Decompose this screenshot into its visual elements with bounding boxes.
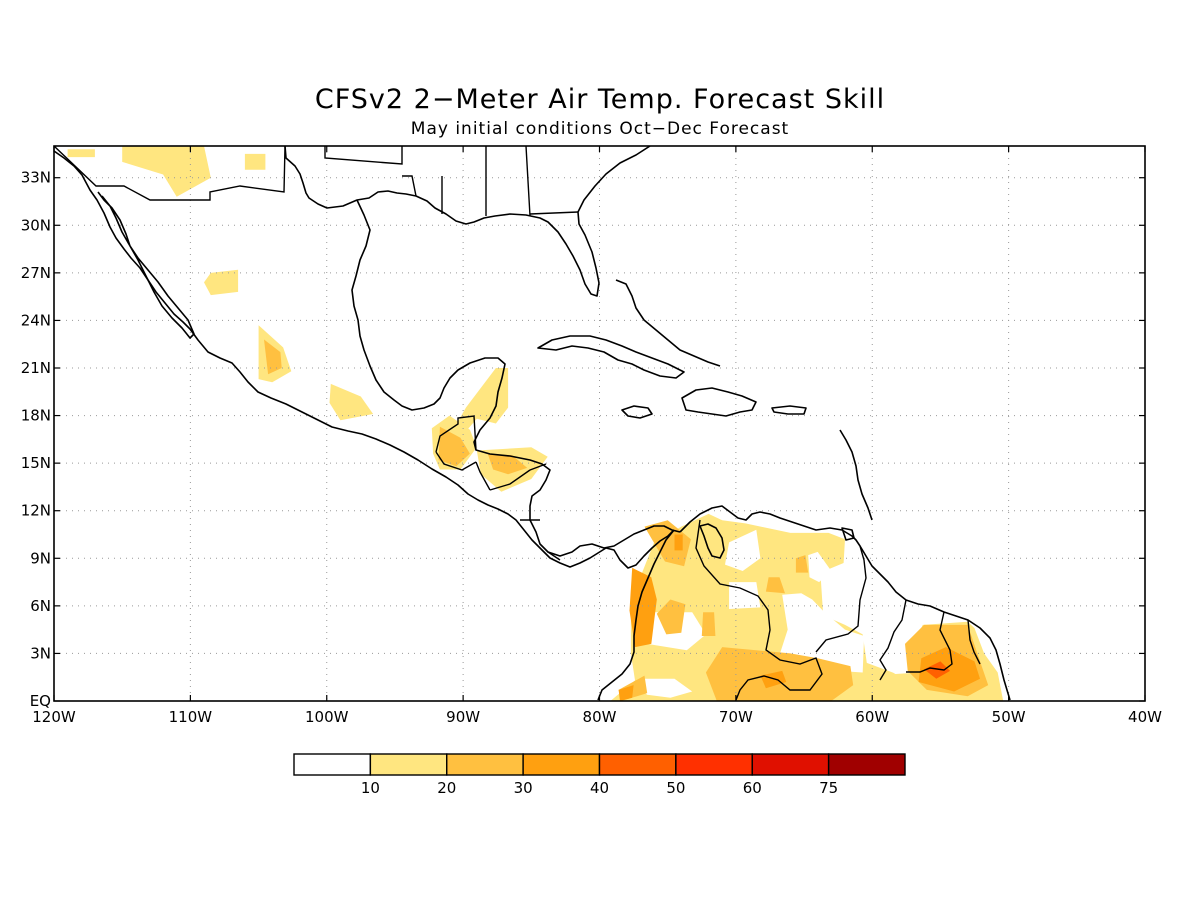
graticule [54,146,1145,701]
lon-tick-label: 70W [719,708,753,726]
lon-tick-label: 120W [32,708,76,726]
colorbar-box-4 [598,753,677,776]
skill-region-0 [67,149,95,158]
coastline-gulf-mexico-west [351,199,551,520]
skill-region-22 [701,612,716,636]
skill-region-23 [765,577,785,594]
skill-region-29 [760,670,787,689]
colorbar-box-1 [369,753,448,776]
skill-region-24 [795,555,809,573]
skill-region-27 [629,567,657,648]
border-guyana-suriname [879,599,907,681]
lon-tick-label: 100W [305,708,349,726]
lon-tick-label: 110W [169,708,213,726]
skill-region-5 [264,339,282,375]
skill-region-19 [729,582,761,609]
lat-tick-label: 27N [21,264,51,282]
coastline-cuba [537,335,685,379]
lon-tick-label: 40W [1128,708,1162,726]
border-suriname-guiana [906,611,953,673]
colorbar-label: 60 [743,779,762,797]
colorbar-box-7 [827,753,906,776]
lat-tick-label: 9N [30,549,51,567]
colorbar-box-2 [446,753,524,776]
border-colombia-venezuela [695,519,823,701]
coastline-central-america-east [529,519,681,557]
lat-tick-label: 24N [21,311,51,329]
lon-tick-label: 90W [446,708,480,726]
coastlines-layer [54,146,1011,701]
map-title: CFSv2 2−Meter Air Temp. Forecast Skill [314,84,886,115]
coastline-puerto-rico [771,405,807,415]
skill-region-15 [779,593,865,673]
coastline-us-gulf [284,146,651,297]
skill-region-9 [438,426,470,467]
skill-region-28 [674,534,683,551]
colorbar-box-3 [522,753,601,776]
skill-region-21 [656,599,686,635]
colorbar-box-6 [751,753,830,776]
skill-region-1 [122,146,211,197]
border-guiana-brazil [967,619,981,665]
coastline-bahamas [615,279,721,367]
colorbar-box-0 [293,753,372,776]
skill-region-7 [449,368,509,440]
skill-region-2 [244,153,266,170]
colorbar-label: 10 [361,779,380,797]
skill-region-11 [487,453,528,475]
lat-tick-label: 6N [30,597,51,615]
colorbar-label: 50 [666,779,685,797]
skill-region-13 [725,529,761,571]
coastline-jamaica [621,405,653,419]
borders-layer [54,146,981,701]
coastline-lake-maracaibo [699,523,725,559]
colorbar: 10 20 30 40 50 60 75 [293,753,906,797]
skill-region-18 [636,678,693,698]
coastline-hispaniola [681,387,757,417]
colorbar-label: 30 [514,779,533,797]
colorbar-box-5 [675,753,753,776]
map-subtitle: May initial conditions Oct−Dec Forecast [410,119,790,139]
skill-region-32 [918,647,980,692]
coastline-mexico-west [54,150,675,569]
border-central-america [435,415,561,561]
lon-tick-label: 50W [992,708,1026,726]
lat-tick-label: 33N [21,169,51,187]
map-frame [53,145,1146,702]
lat-tick-label: 15N [21,454,51,472]
skill-region-3 [204,269,239,296]
lat-tick-label: 18N [21,407,51,425]
coastline-colombia-pacific [597,529,675,701]
lat-tick-label: 21N [21,359,51,377]
lon-tick-label: 80W [583,708,617,726]
colorbar-label: 75 [819,779,838,797]
coastline-trinidad [841,527,855,541]
skill-region-33 [924,661,950,679]
skill-region-14 [808,551,832,583]
coastline-lesser-antilles [839,429,873,521]
lat-tick-label: 3N [30,644,51,662]
lon-tick-label: 60W [855,708,889,726]
border-us-state-lines [324,146,579,217]
lat-tick-label: 30N [21,216,51,234]
skill-shading-layer [67,146,1004,701]
colorbar-label: 40 [590,779,609,797]
coastline-baja [97,191,195,339]
lat-tick-label: EQ [30,692,51,710]
border-us-mexico [54,146,286,201]
colorbar-label: 20 [437,779,456,797]
border-venezuela-guyana [815,545,867,653]
lat-tick-label: 12N [21,502,51,520]
skill-region-6 [329,383,374,421]
skill-region-30 [618,685,634,701]
